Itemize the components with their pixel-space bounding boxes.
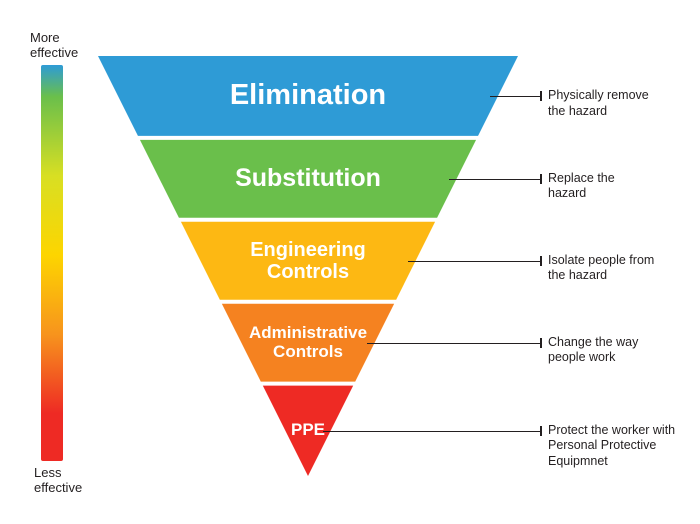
layer-substitution	[140, 140, 476, 218]
less-effective-label: Lesseffective	[34, 466, 82, 496]
callout-text-elimination: Physically removethe hazard	[548, 88, 649, 119]
callout-tick-ppe	[540, 426, 542, 436]
callout-line-ppe	[323, 431, 540, 433]
callout-tick-substitution	[540, 174, 542, 184]
callout-line-substitution	[449, 179, 540, 181]
callout-line-elimination	[490, 96, 540, 98]
callout-text-ppe: Protect the worker withPersonal Protecti…	[548, 423, 700, 470]
layer-elimination	[98, 56, 518, 136]
inverted-pyramid	[98, 56, 518, 476]
callout-tick-elimination	[540, 91, 542, 101]
callout-line-engineering	[408, 261, 540, 263]
callout-text-administrative: Change the waypeople work	[548, 335, 638, 366]
callout-line-administrative	[367, 343, 540, 345]
callout-tick-engineering	[540, 256, 542, 266]
callout-tick-administrative	[540, 338, 542, 348]
callout-text-engineering: Isolate people fromthe hazard	[548, 253, 654, 284]
hierarchy-of-controls-diagram: Moreeffective Lesseffective EliminationS…	[0, 0, 700, 524]
more-effective-label: Moreeffective	[30, 31, 78, 61]
layer-engineering	[181, 222, 435, 300]
effectiveness-gradient-bar	[41, 65, 63, 461]
callout-text-substitution: Replace thehazard	[548, 171, 615, 202]
